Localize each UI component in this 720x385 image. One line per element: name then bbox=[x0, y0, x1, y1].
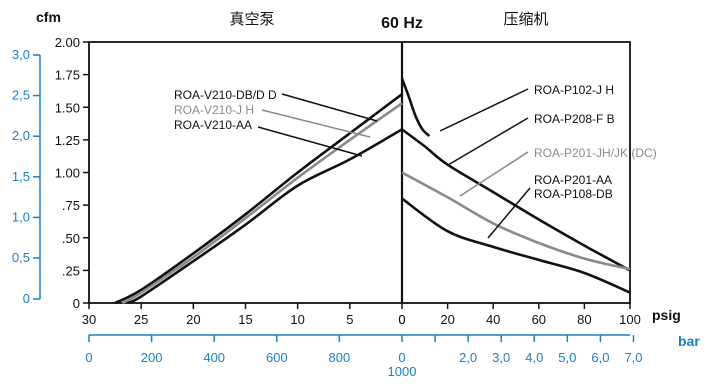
pressure-series-line-2 bbox=[401, 128, 631, 272]
vacuum-label-leader bbox=[257, 126, 363, 157]
vacuum-series-label: ROA-V210-AA bbox=[174, 118, 252, 132]
pressure-bar-tick-label: 7,0 bbox=[624, 350, 642, 365]
pressure-label-leader bbox=[439, 88, 529, 132]
pressure-label-leader bbox=[447, 117, 529, 166]
vacuum-section-label: 真空泵 bbox=[229, 10, 274, 28]
pressure-series-label: ROA-P201-AA bbox=[534, 173, 612, 187]
pressure-series-line-4 bbox=[401, 197, 631, 294]
y-tick-label: 1.50 bbox=[55, 100, 80, 115]
vacuum-bar-tick-label: 800 bbox=[329, 350, 351, 365]
pressure-x-tick-label: 60 bbox=[532, 312, 546, 327]
y2-tick-label: 1,0 bbox=[12, 209, 30, 224]
y2-tick-label: 0,5 bbox=[12, 250, 30, 265]
bar-unit-label: bar bbox=[678, 333, 700, 349]
vacuum-bar-tick-label: 400 bbox=[203, 350, 225, 365]
vacuum-bar-tick-label: 600 bbox=[266, 350, 288, 365]
vacuum-x-tick-label: 15 bbox=[238, 312, 252, 327]
y2-tick-label: 2,5 bbox=[12, 88, 30, 103]
vacuum-series-line-3 bbox=[127, 128, 403, 305]
series-layer bbox=[114, 78, 631, 305]
y-axis-label: cfm bbox=[36, 9, 61, 25]
chart-title: 60 Hz bbox=[381, 15, 423, 32]
pressure-bar-tick-label: 6,0 bbox=[591, 350, 609, 365]
vacuum-x-tick-label: 25 bbox=[134, 312, 148, 327]
vacuum-bar-tick-label: 0 bbox=[85, 350, 92, 365]
ticks-layer: 2.00 1.75 1.50 1.25 1.00 .75 .50 .25 0 3,0 2,5 2,0 1… bbox=[12, 35, 643, 365]
vacuum-x-tick-label: 0 bbox=[398, 312, 405, 327]
pressure-x-tick-label: 100 bbox=[619, 312, 641, 327]
vacuum-bar-tick-label: 200 bbox=[141, 350, 163, 365]
y-tick-label: .75 bbox=[62, 198, 80, 213]
pressure-series-line-3 bbox=[401, 171, 631, 271]
vacuum-x-tick-label: 10 bbox=[290, 312, 304, 327]
vacuum-label-leader bbox=[281, 93, 378, 122]
y-tick-label: 1.75 bbox=[55, 68, 80, 83]
pressure-series-label: ROA-P102-J H bbox=[534, 83, 614, 97]
vacuum-series-line-1 bbox=[114, 93, 403, 305]
psig-unit-label: psig bbox=[652, 307, 681, 323]
y2-tick-label: 1,5 bbox=[12, 169, 30, 184]
vacuum-x-tick-label: 5 bbox=[346, 312, 353, 327]
pressure-x-tick-label: 40 bbox=[486, 312, 500, 327]
pressure-bar-tick-label: 4,0 bbox=[525, 350, 543, 365]
y-tick-label: 1.00 bbox=[55, 166, 80, 181]
vacuum-series-label: ROA-V210-DB/D D bbox=[174, 88, 277, 102]
y-tick-label: 2.00 bbox=[55, 35, 80, 50]
pressure-series-label: ROA-P208-F B bbox=[534, 112, 615, 126]
y2-tick-label: 0 bbox=[23, 291, 30, 306]
pressure-bar-tick-label: 5,0 bbox=[558, 350, 576, 365]
pressure-label-leader bbox=[487, 187, 531, 239]
pressure-series-label: ROA-P201-JH/JK (DC) bbox=[534, 146, 657, 160]
vacuum-x-tick-label: 30 bbox=[82, 312, 96, 327]
y-tick-label: .50 bbox=[62, 231, 80, 246]
pressure-label-leader bbox=[459, 151, 529, 197]
pressure-series-label: ROA-P108-DB bbox=[534, 187, 613, 201]
vacuum-label-leader bbox=[261, 109, 371, 138]
pressure-series-line-1 bbox=[400, 78, 431, 137]
y2-tick-label: 2,0 bbox=[12, 128, 30, 143]
vacuum-series-label: ROA-V210-J H bbox=[174, 103, 254, 117]
pressure-bar-tick-label: 2,0 bbox=[459, 350, 477, 365]
pressure-x-tick-label: 0 bbox=[398, 312, 405, 327]
compressor-section-label: 压缩机 bbox=[503, 11, 548, 28]
y-tick-label: 1.25 bbox=[55, 133, 80, 148]
pressure-bar-tick-label: 3,0 bbox=[492, 350, 510, 365]
y-tick-label: .25 bbox=[62, 263, 80, 278]
vacuum-x-tick-label: 20 bbox=[186, 312, 200, 327]
pressure-bar-tick-label: 0 bbox=[398, 350, 405, 365]
vacuum-bar-end-label: 1000 bbox=[388, 364, 417, 379]
vacuum-series-line-2 bbox=[121, 102, 403, 305]
pressure-x-tick-label: 20 bbox=[440, 312, 454, 327]
y2-tick-label: 3,0 bbox=[12, 47, 30, 62]
pressure-x-tick-label: 80 bbox=[577, 312, 591, 327]
y-tick-label: 0 bbox=[73, 296, 80, 311]
